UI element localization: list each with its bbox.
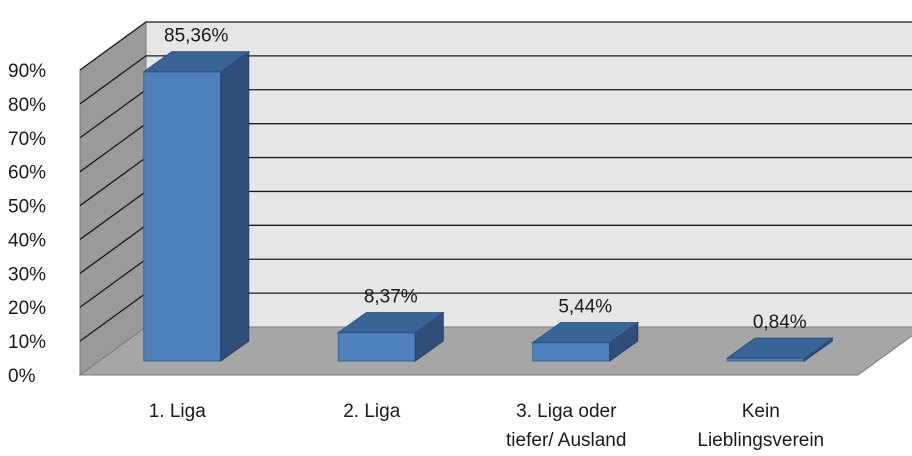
bar-top xyxy=(725,337,834,359)
bar xyxy=(337,332,416,362)
category-label: Kein xyxy=(742,401,780,422)
y-tick-label: 30% xyxy=(8,264,46,285)
y-tick-label: 10% xyxy=(8,332,46,353)
y-tick-label: 80% xyxy=(8,95,46,116)
category-label: 3. Liga oder xyxy=(516,401,617,422)
floor xyxy=(78,326,912,376)
gridline xyxy=(79,21,912,71)
y-tick-label: 60% xyxy=(8,163,46,184)
data-label: 0,84% xyxy=(753,312,807,333)
chart-walls xyxy=(78,21,912,376)
bar xyxy=(143,71,222,362)
category-label: Lieblingsverein xyxy=(697,430,824,451)
bar-top xyxy=(142,51,251,73)
back-wall xyxy=(145,21,912,328)
gridline xyxy=(79,55,912,105)
category-label: 1. Liga xyxy=(149,401,206,422)
y-tick-label: 40% xyxy=(8,230,46,251)
y-tick-label: 0% xyxy=(8,366,36,387)
data-label: 8,37% xyxy=(364,287,418,308)
data-labels: 85,36% 8,37% 5,44% 0,84% xyxy=(164,26,807,333)
y-tick-label: 70% xyxy=(8,129,46,150)
data-label: 85,36% xyxy=(164,26,229,47)
x-axis-categories: 1. Liga 2. Liga 3. Liga oder tiefer/ Auslan… xyxy=(149,401,824,451)
bar-side xyxy=(220,50,250,362)
y-axis-ticks: 0% 10% 20% 30% 40% 50% 60% 70% 80% 90% xyxy=(8,61,46,387)
bar-top xyxy=(336,312,445,334)
bar-top xyxy=(531,322,640,344)
bar-series xyxy=(142,50,834,362)
category-label: tiefer/ Ausland xyxy=(506,430,626,451)
y-tick-label: 50% xyxy=(8,197,46,218)
data-label: 5,44% xyxy=(558,297,612,318)
y-tick-label: 90% xyxy=(8,61,46,82)
y-tick-label: 20% xyxy=(8,298,46,319)
bar xyxy=(532,342,611,362)
category-label: 2. Liga xyxy=(343,401,400,422)
